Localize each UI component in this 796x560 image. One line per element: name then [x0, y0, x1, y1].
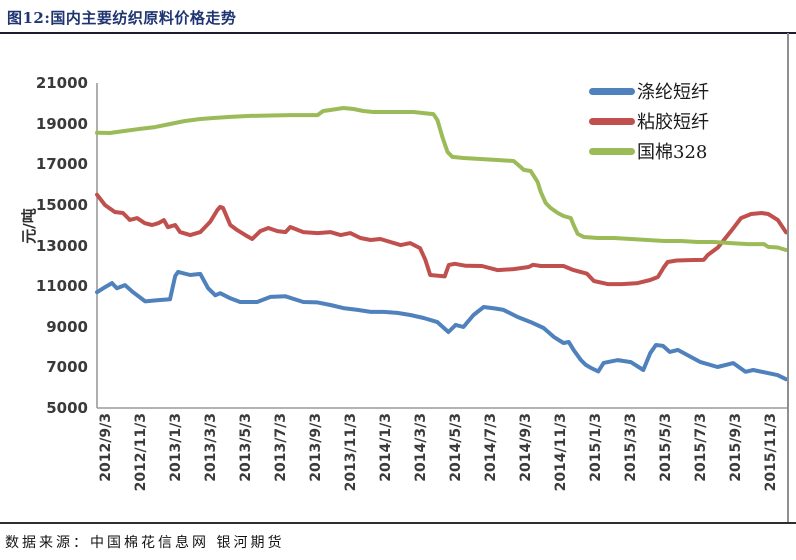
chart-canvas	[95, 83, 789, 409]
series-line-polyester-staple	[95, 269, 788, 382]
x-tick-label: 2014/1/3	[378, 413, 394, 482]
y-tick-label: 21000	[35, 74, 88, 92]
x-tick-label: 2015/3/3	[623, 413, 639, 482]
x-tick-label: 2013/3/3	[203, 413, 219, 482]
legend-item-polyester-staple: 涤纶短纤	[589, 76, 709, 106]
x-tick-label: 2015/11/3	[763, 413, 779, 492]
figure-bottom-divider-line	[0, 522, 796, 524]
figure-right-border-line	[787, 33, 789, 522]
x-tick-label: 2014/7/3	[483, 413, 499, 482]
x-tick-label: 2015/5/3	[658, 413, 674, 482]
legend-marker-cotton-328	[589, 147, 635, 155]
y-tick-label: 15000	[35, 195, 88, 214]
series-line-cotton-328	[95, 106, 788, 252]
legend-label-polyester-staple: 涤纶短纤	[637, 82, 709, 103]
legend-item-cotton-328: 国棉328	[589, 136, 709, 166]
x-tick-label: 2015/1/3	[588, 413, 604, 482]
y-tick-label: 13000	[35, 236, 88, 255]
legend-label-cotton-328: 国棉328	[637, 142, 708, 163]
y-tick-label: 17000	[35, 155, 88, 174]
x-tick-label: 2014/5/3	[448, 413, 464, 482]
x-tick-label: 2013/9/3	[308, 413, 324, 482]
x-tick-label: 2013/7/3	[273, 413, 289, 482]
figure-title: 图12:国内主要纺织原料价格走势	[7, 9, 237, 27]
x-tick-label: 2014/3/3	[413, 413, 429, 482]
x-tick-label: 2015/7/3	[693, 413, 709, 482]
y-tick-label: 5000	[46, 399, 88, 417]
y-tick-label: 19000	[35, 114, 88, 133]
legend-marker-polyester-staple	[589, 87, 635, 95]
chart-legend: 涤纶短纤粘胶短纤国棉328	[589, 76, 709, 166]
y-tick-label: 9000	[46, 317, 88, 336]
x-tick-label: 2014/11/3	[553, 413, 569, 492]
x-tick-label: 2012/11/3	[133, 413, 149, 492]
y-tick-label: 7000	[46, 358, 88, 377]
x-tick-label: 2012/9/3	[98, 413, 114, 482]
legend-marker-viscose-staple	[589, 117, 635, 125]
y-tick-label: 11000	[35, 277, 88, 296]
x-tick-label: 2015/9/3	[728, 413, 744, 482]
data-source-note: 数据来源：中国棉花信息网 银河期货	[5, 535, 285, 551]
title-divider-line	[0, 32, 796, 34]
x-tick-label: 2013/11/3	[343, 413, 359, 492]
x-tick-label: 2014/9/3	[518, 413, 534, 482]
x-tick-label: 2013/1/3	[168, 413, 184, 482]
series-line-viscose-staple	[95, 192, 788, 287]
x-tick-label: 2013/5/3	[238, 413, 254, 482]
y-axis-title: 元/吨	[20, 208, 38, 244]
legend-item-viscose-staple: 粘胶短纤	[589, 106, 709, 136]
legend-label-viscose-staple: 粘胶短纤	[637, 112, 709, 133]
price-trend-chart: 21000 19000 17000 15000 13000 11000 9000 7000 50…	[0, 33, 796, 522]
